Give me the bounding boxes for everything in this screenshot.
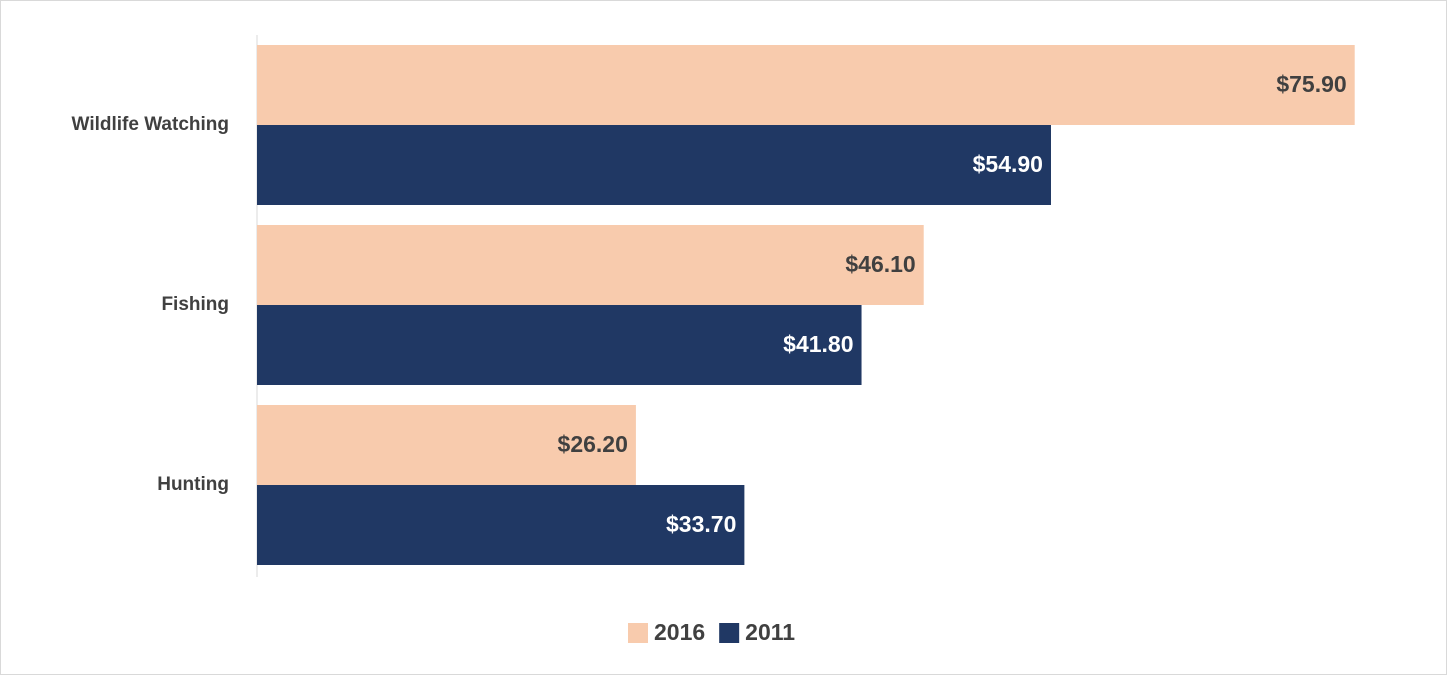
category-label: Wildlife Watching <box>72 114 229 135</box>
legend-swatch <box>719 623 740 643</box>
bar <box>257 405 636 485</box>
bar <box>257 305 862 385</box>
data-label: $41.80 <box>783 331 853 357</box>
bar <box>257 45 1355 125</box>
data-label: $46.10 <box>845 251 915 277</box>
category-label: Fishing <box>161 294 229 315</box>
legend-swatch <box>628 623 648 643</box>
data-label: $26.20 <box>558 431 628 457</box>
legend-label: 2011 <box>745 619 795 645</box>
data-label: $33.70 <box>666 511 736 537</box>
data-label: $54.90 <box>973 151 1043 177</box>
bar <box>257 225 924 305</box>
bar <box>257 485 745 565</box>
bar <box>257 125 1051 205</box>
legend-label: 2016 <box>654 619 705 645</box>
data-label: $75.90 <box>1276 71 1346 97</box>
category-label: Hunting <box>157 474 229 495</box>
